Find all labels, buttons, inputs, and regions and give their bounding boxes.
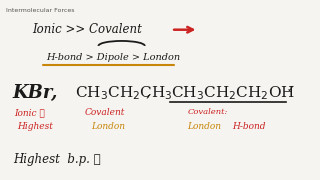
Text: ✓: ✓: [286, 84, 294, 94]
Text: Highest  b.p. ✓: Highest b.p. ✓: [13, 153, 100, 166]
Text: London: London: [187, 122, 221, 131]
Text: CH$_3$CH$_2$CH$_2$OH: CH$_3$CH$_2$CH$_2$OH: [171, 84, 295, 102]
Text: ,: ,: [146, 86, 150, 100]
Text: London: London: [91, 122, 125, 131]
Text: CH$_3$CH$_2$CH$_3$: CH$_3$CH$_2$CH$_3$: [75, 84, 173, 102]
Text: Intermolecular Forces: Intermolecular Forces: [6, 8, 75, 13]
Text: Covalent: Covalent: [85, 108, 125, 117]
Text: Covalent:: Covalent:: [187, 109, 228, 116]
Text: KBr,: KBr,: [13, 84, 58, 102]
Text: Ionic >> Covalent: Ionic >> Covalent: [32, 23, 142, 36]
Text: Ionic ✓: Ionic ✓: [14, 108, 45, 117]
Text: H-bond > Dipole > London: H-bond > Dipole > London: [46, 53, 180, 62]
Text: H-bond: H-bond: [232, 122, 266, 131]
Text: Highest: Highest: [18, 122, 53, 131]
